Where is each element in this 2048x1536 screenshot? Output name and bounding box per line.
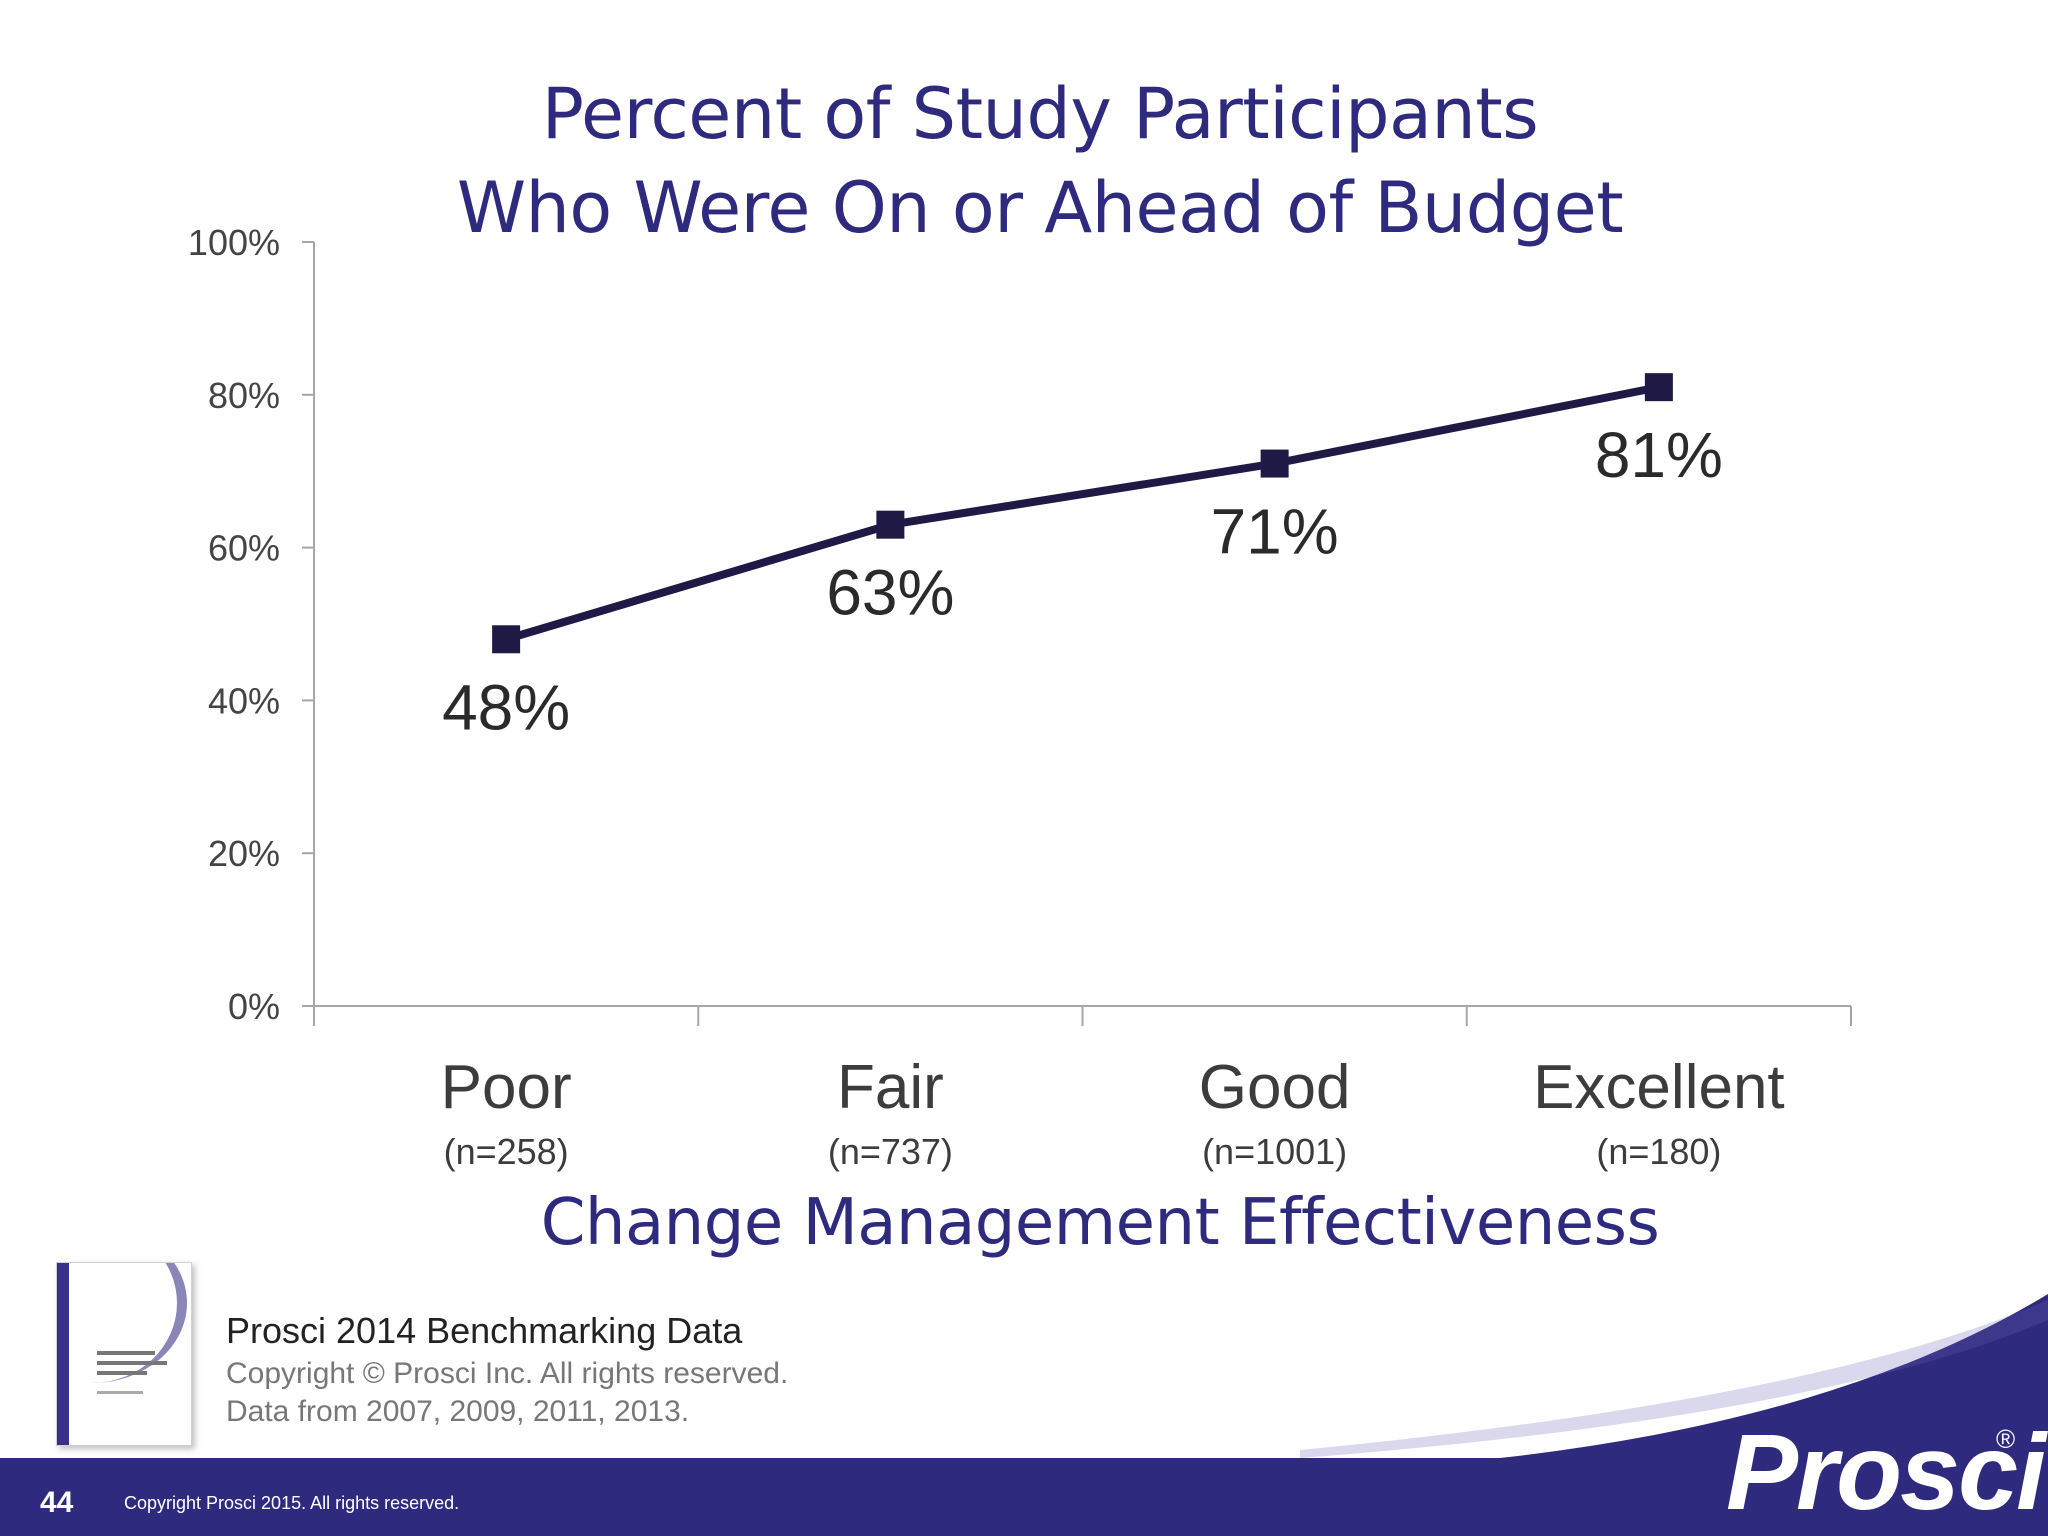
chart-title-line-1: Percent of Study Participants <box>541 73 1539 155</box>
data-labels: 48% 63% 71% 81% <box>442 419 1723 743</box>
x-axis-category-label: Poor <box>441 1053 572 1122</box>
x-axis-category-label: Good <box>1199 1053 1351 1122</box>
report-cover-text-line <box>97 1371 147 1375</box>
report-cover-text-line <box>97 1351 155 1355</box>
footer-copyright: Copyright Prosci 2015. All rights reserv… <box>124 1493 460 1513</box>
source-years: Data from 2007, 2009, 2011, 2013. <box>226 1395 690 1428</box>
registered-mark: ® <box>1996 1424 2016 1454</box>
data-label: 48% <box>442 671 570 743</box>
x-axis-category-label: Fair <box>837 1053 944 1122</box>
prosci-logo: Prosci <box>1726 1411 2046 1532</box>
source-copyright: Copyright © Prosci Inc. All rights reser… <box>226 1357 789 1390</box>
x-axis-title: Change Management Effectiveness <box>540 1186 1660 1260</box>
data-label: 81% <box>1595 419 1723 491</box>
chart-title-line-2: Who Were On or Ahead of Budget <box>456 167 1624 249</box>
data-point-marker <box>492 625 521 654</box>
series-line <box>504 383 1660 644</box>
y-axis-tick-label: 0% <box>228 986 280 1027</box>
chart-axes <box>313 242 1852 1026</box>
y-axis-tick-label: 60% <box>208 528 280 569</box>
data-point-marker <box>876 510 905 539</box>
report-cover-text-line <box>97 1361 167 1365</box>
x-axis-category-label: Excellent <box>1533 1053 1785 1122</box>
report-cover-thumbnail <box>56 1262 192 1446</box>
data-label: 71% <box>1211 496 1339 568</box>
source-title: Prosci 2014 Benchmarking Data <box>226 1310 743 1351</box>
report-cover-text-line <box>97 1391 143 1394</box>
page-number: 44 <box>40 1486 74 1519</box>
x-axis-sample-size-label: (n=258) <box>444 1131 569 1172</box>
data-point-marker <box>1644 373 1673 402</box>
y-axis-tick-label: 20% <box>208 833 280 874</box>
x-axis-sample-size-label: (n=1001) <box>1202 1131 1347 1172</box>
y-axis-tick-label: 40% <box>208 680 280 721</box>
footer-swoosh <box>0 1294 2048 1536</box>
x-axis-categories: Poor (n=258) Fair (n=737) Good (n=1001) Excell… <box>441 1053 1785 1172</box>
y-axis-ticks: 0% 20% 40% 60% 80% 100% <box>188 222 314 1027</box>
y-axis-tick-label: 80% <box>208 375 280 416</box>
series-budget <box>492 373 1673 654</box>
x-axis-sample-size-label: (n=180) <box>1596 1131 1721 1172</box>
y-axis-tick-label: 100% <box>188 222 280 263</box>
data-point-marker <box>1260 449 1289 478</box>
report-cover-swoosh <box>57 1263 187 1383</box>
x-axis-sample-size-label: (n=737) <box>828 1131 953 1172</box>
data-label: 63% <box>826 557 954 629</box>
